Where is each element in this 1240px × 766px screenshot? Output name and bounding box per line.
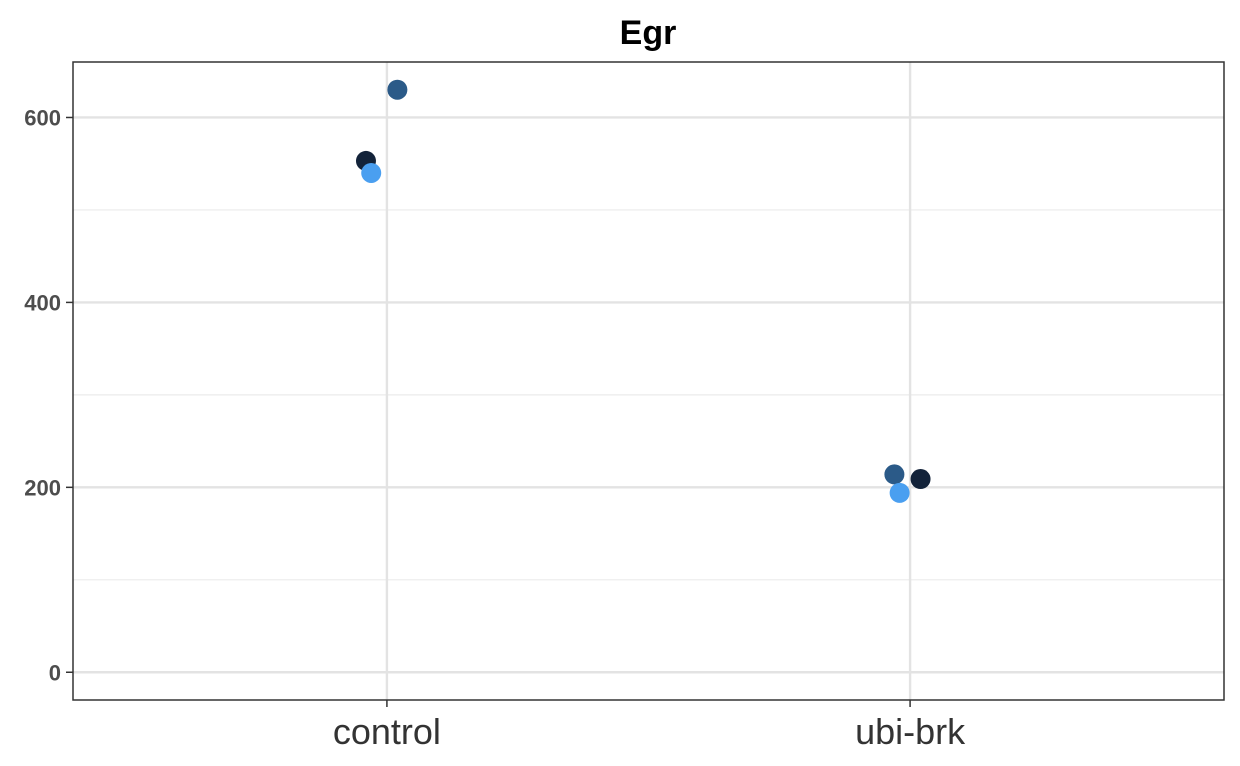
plot-border <box>72 61 1225 701</box>
x-tick-label-0: control <box>333 711 441 752</box>
y-tick-label-0: 0 <box>49 660 61 685</box>
y-tick-label-2: 400 <box>24 290 61 315</box>
x-gridlines <box>385 62 912 700</box>
data-point-4 <box>889 482 910 503</box>
x-tick-label-1: ubi-brk <box>855 711 966 752</box>
y-axis: 0 200 400 600 <box>24 105 73 685</box>
minor-gridlines <box>73 209 1224 581</box>
y-tick-label-3: 600 <box>24 105 61 130</box>
data-point-1 <box>361 162 382 183</box>
x-axis: control ubi-brk <box>333 700 966 752</box>
data-points <box>355 79 931 503</box>
y-tick-label-1: 200 <box>24 475 61 500</box>
major-gridlines <box>73 116 1224 674</box>
data-point-3 <box>884 464 905 485</box>
data-point-2 <box>387 79 408 100</box>
chart-title: Egr <box>620 14 677 52</box>
data-point-5 <box>910 469 931 490</box>
